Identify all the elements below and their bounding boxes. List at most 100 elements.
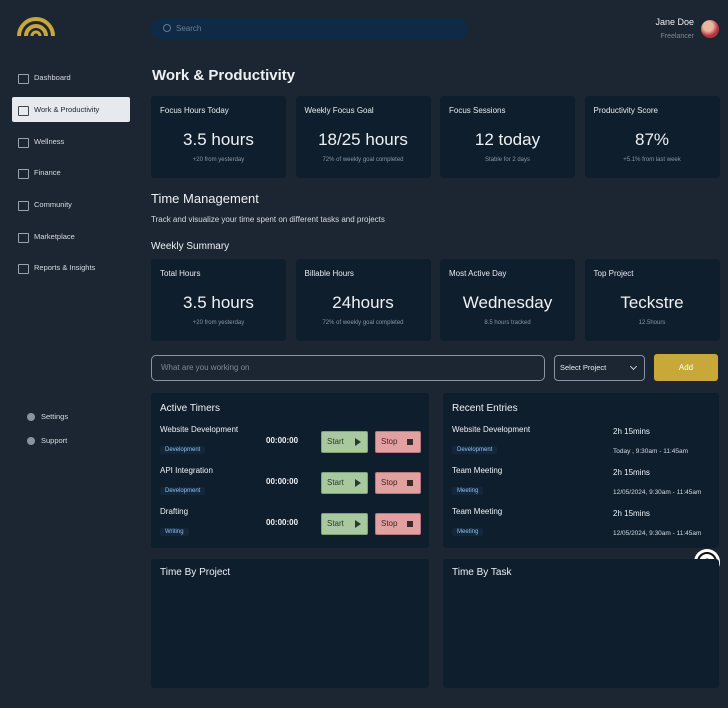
- nav-icon: [18, 138, 29, 148]
- stat-value: 3.5 hours: [183, 293, 254, 312]
- stop-label: Stop: [381, 437, 398, 446]
- nav-icon: [27, 437, 35, 445]
- stat-value: 87%: [634, 130, 670, 149]
- entry-task: Team Meeting: [452, 466, 503, 475]
- stop-button[interactable]: Stop: [375, 431, 421, 453]
- stat-card: Billable Hours 24hours 72% of weekly goal …: [295, 259, 431, 341]
- stat-note: +5.1% from last week: [623, 157, 681, 163]
- nav-icon: [18, 169, 29, 179]
- stat-note: 12.5hours: [638, 320, 666, 326]
- nav-icon: [18, 264, 29, 274]
- entry-duration: 2h 15mins: [613, 427, 650, 436]
- stat-note: +20 from yesterday: [192, 157, 245, 163]
- stop-icon: [407, 439, 413, 445]
- avatar[interactable]: [701, 20, 719, 38]
- stop-button[interactable]: Stop: [375, 472, 421, 494]
- nav-item[interactable]: Marketplace: [34, 232, 75, 241]
- stop-label: Stop: [381, 478, 398, 487]
- start-label: Start: [327, 519, 344, 528]
- timer-time: 00:00:00: [266, 477, 299, 486]
- play-icon: [355, 520, 361, 528]
- stat-label: Billable Hours: [304, 269, 354, 278]
- stat-note: Stable for 2 days: [484, 157, 531, 163]
- entry-when: 12/05/2024, 9:30am - 11:45am: [613, 489, 702, 496]
- nav-icon: [18, 233, 29, 243]
- user-name: Jane Doe: [655, 17, 694, 27]
- project-select[interactable]: Select Project: [554, 355, 645, 381]
- start-button[interactable]: Start: [321, 513, 368, 535]
- stat-label: Focus Hours Today: [160, 106, 229, 115]
- nav-footer-item[interactable]: Settings: [41, 412, 69, 421]
- entry-tag: Meeting: [452, 528, 484, 536]
- stat-value: Wednesday: [462, 293, 553, 312]
- stat-note: +20 from yesterday: [192, 320, 245, 326]
- stat-note: 72% of weekly goal completed: [322, 320, 404, 326]
- stat-card: Weekly Focus Goal 18/25 hours 72% of weekl…: [295, 96, 431, 178]
- start-button[interactable]: Start: [321, 472, 368, 494]
- task-card: [443, 559, 719, 688]
- add-label: Add: [678, 363, 694, 372]
- stop-icon: [407, 521, 413, 527]
- stat-note: 8.5 hours tracked: [484, 320, 531, 326]
- logo: [17, 17, 55, 37]
- stat-note: 72% of weekly goal completed: [322, 157, 404, 163]
- active-timers-card: Active Timers Website Development Developm…: [151, 393, 429, 548]
- timer-task: Website Development: [160, 425, 239, 434]
- play-icon: [355, 438, 361, 446]
- stat-label: Productivity Score: [593, 106, 658, 115]
- stat-label: Top Project: [593, 269, 634, 278]
- entry-duration: 2h 15mins: [613, 468, 650, 477]
- stop-button[interactable]: Stop: [375, 513, 421, 535]
- stat-label: Total Hours: [160, 269, 201, 278]
- stat-card: Total Hours 3.5 hours +20 from yesterday: [151, 259, 286, 341]
- weekly-title: Weekly Summary: [151, 241, 230, 252]
- nav-icon: [18, 106, 29, 116]
- start-label: Start: [327, 437, 344, 446]
- nav-item[interactable]: Reports & Insights: [34, 263, 96, 272]
- nav-item[interactable]: Dashboard: [34, 73, 71, 82]
- nav-active-bg: [12, 97, 130, 122]
- nav-item[interactable]: Work & Productivity: [34, 105, 100, 114]
- select-label: Select Project: [560, 363, 607, 372]
- entry-duration: 2h 15mins: [613, 509, 650, 518]
- stat-label: Weekly Focus Goal: [304, 106, 374, 115]
- nav-footer-item[interactable]: Support: [41, 436, 68, 445]
- stat-label: Most Active Day: [449, 269, 507, 278]
- timer-task: API Integration: [160, 466, 213, 475]
- start-label: Start: [327, 478, 344, 487]
- entry-tag: Meeting: [452, 487, 484, 495]
- timer-tag: Development: [160, 446, 206, 454]
- task-placeholder: What are you working on: [161, 363, 250, 372]
- chevron: [629, 362, 638, 371]
- start-button[interactable]: Start: [321, 431, 368, 453]
- card-title: Recent Entries: [452, 403, 518, 414]
- stat-card: Productivity Score 87% +5.1% from last wee…: [584, 96, 720, 178]
- timer-time: 00:00:00: [266, 518, 299, 527]
- stop-icon: [407, 480, 413, 486]
- stat-card: Most Active Day Wednesday 8.5 hours tracke…: [440, 259, 575, 341]
- task-input[interactable]: What are you working on: [151, 355, 545, 381]
- timer-time: 00:00:00: [266, 436, 299, 445]
- nav-item[interactable]: Finance: [34, 168, 61, 177]
- nav-item[interactable]: Wellness: [34, 137, 65, 146]
- timer-task: Drafting: [160, 507, 189, 516]
- timer-tag: Writing: [160, 528, 189, 536]
- add-button[interactable]: Add: [654, 354, 718, 381]
- search-bar[interactable]: Search: [151, 18, 468, 40]
- nav-item[interactable]: Community: [34, 200, 72, 209]
- stat-card: Top Project Teckstre 12.5hours: [584, 259, 720, 341]
- nav-icon: [27, 413, 35, 421]
- card-title: Time By Project: [160, 567, 231, 578]
- entry-task: Team Meeting: [452, 507, 503, 516]
- stat-card: Focus Sessions 12 today Stable for 2 days: [440, 96, 575, 178]
- stop-label: Stop: [381, 519, 398, 528]
- card-title: Time By Task: [452, 567, 512, 578]
- stat-card: Focus Hours Today 3.5 hours +20 from yeste…: [151, 96, 286, 178]
- section-subtitle: Track and visualize your time spent on d…: [151, 215, 385, 224]
- stat-value: 24hours: [332, 293, 394, 312]
- section-title: Time Management: [151, 191, 259, 206]
- recent-entries-card: Recent Entries Website Development Develop…: [443, 393, 719, 548]
- stat-value: Teckstre: [620, 293, 684, 312]
- entry-task: Website Development: [452, 425, 531, 434]
